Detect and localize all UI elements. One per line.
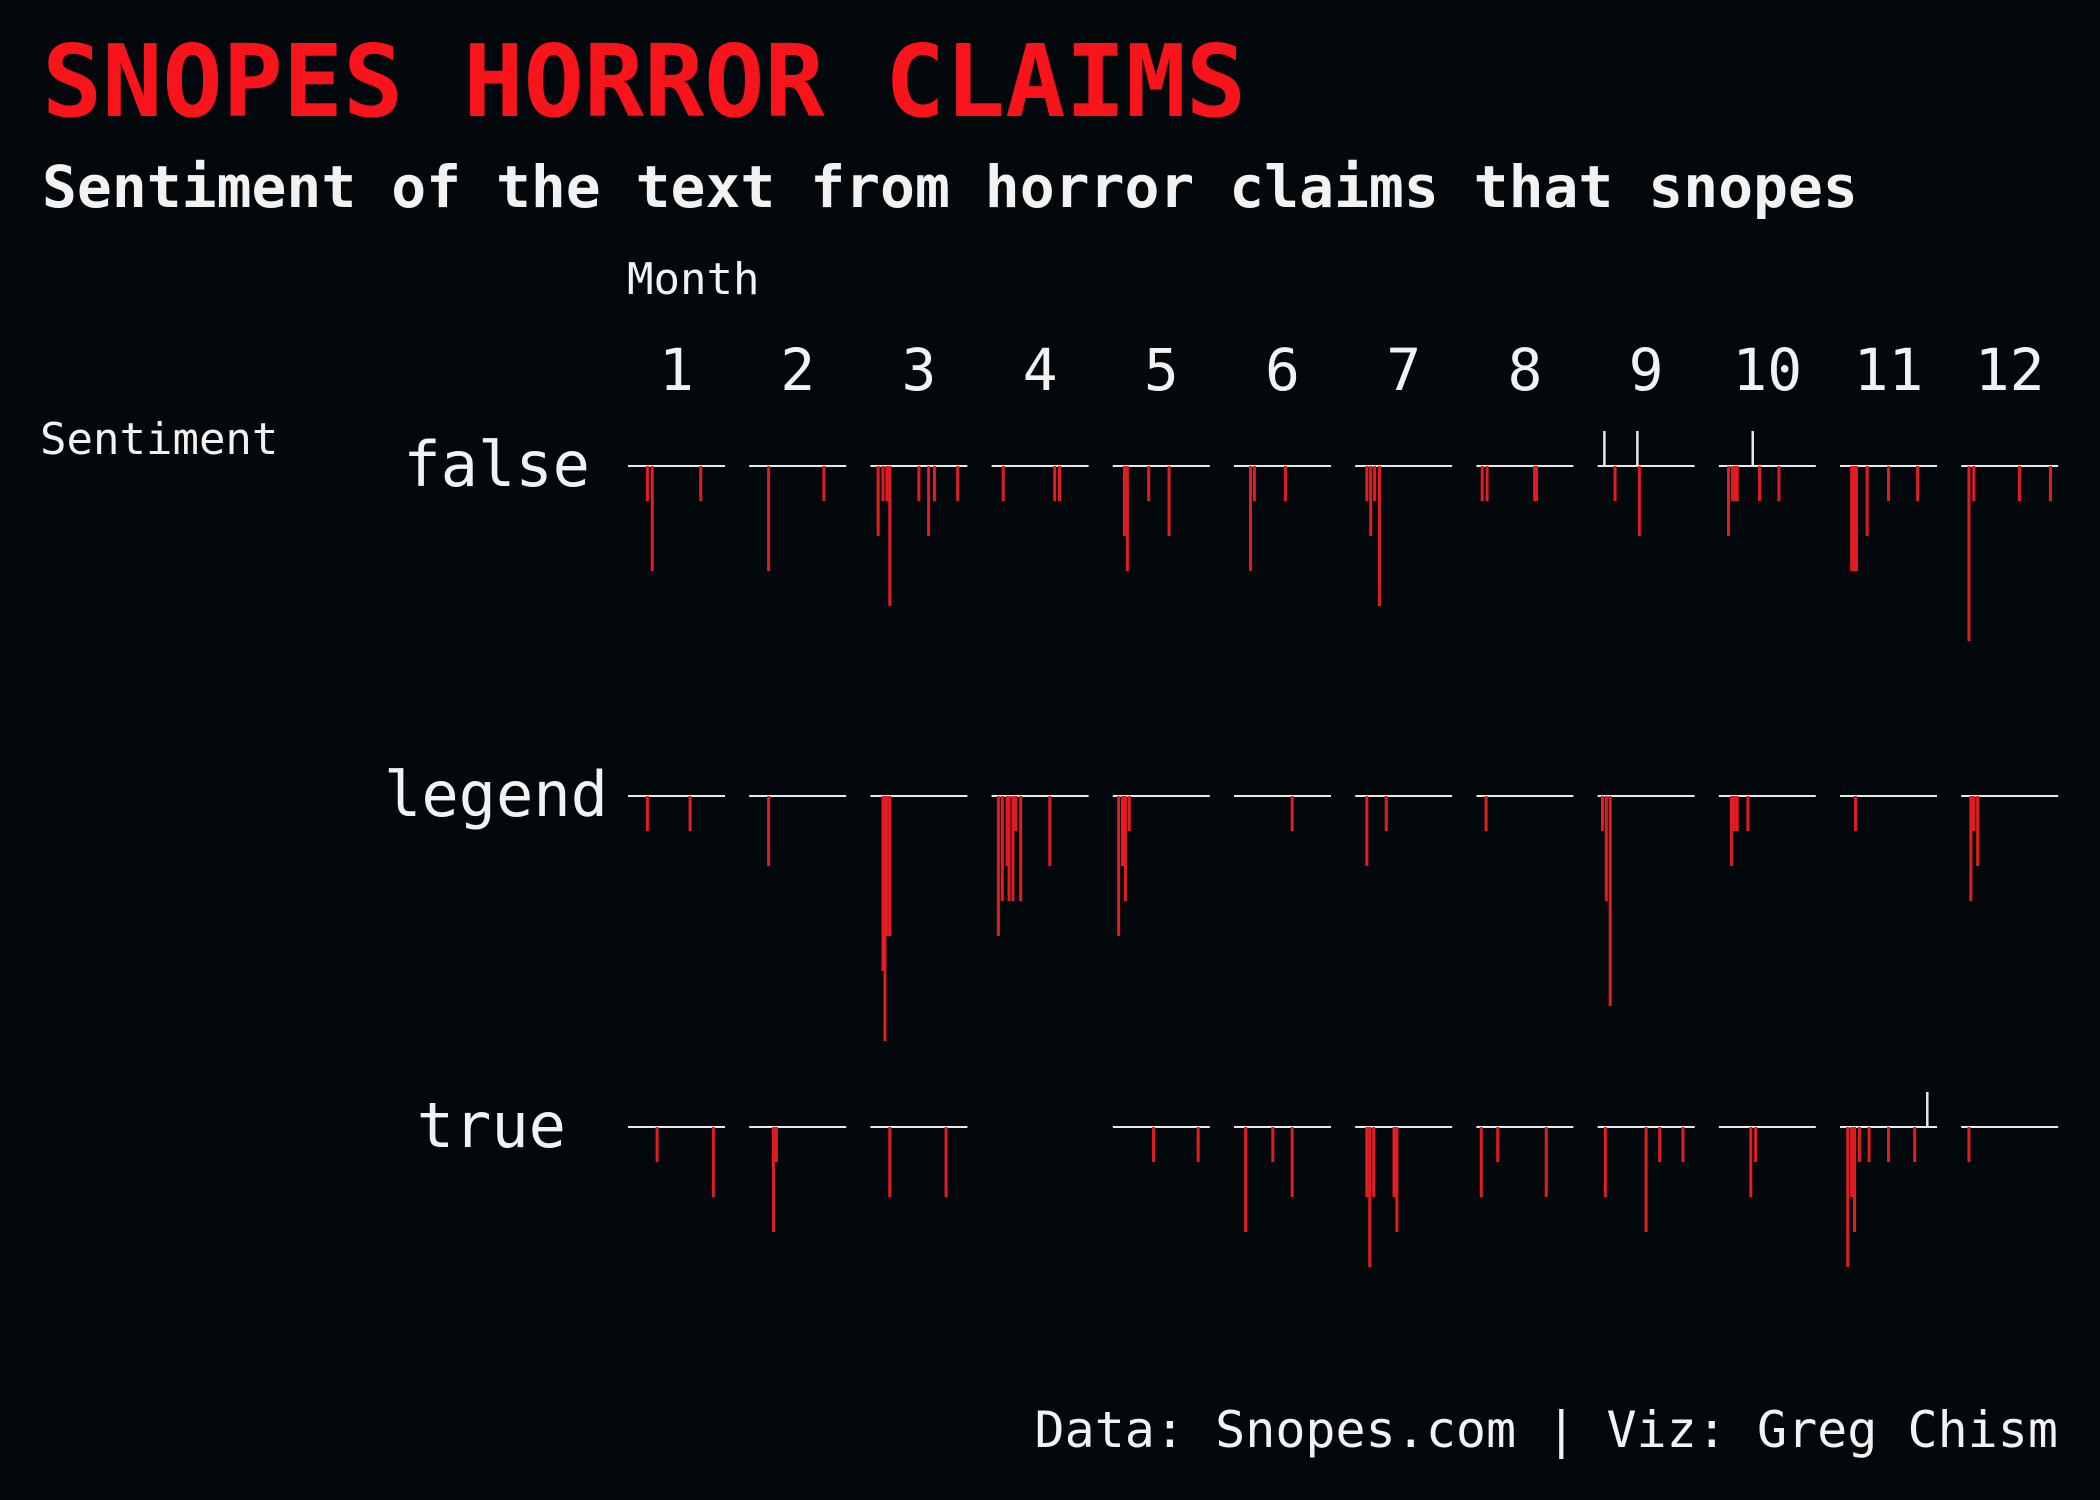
month-label: 4 [1023, 336, 1058, 404]
row-label-true: true [417, 1089, 566, 1162]
row-label-false: false [403, 428, 590, 501]
chart-caption: Data: Snopes.com | Viz: Greg Chism [1035, 1401, 2059, 1459]
row-facet-title: Sentiment [40, 414, 278, 465]
month-label: 6 [1265, 336, 1300, 404]
month-label: 9 [1629, 336, 1664, 404]
month-label: 12 [1975, 336, 2045, 404]
month-label: 3 [901, 336, 936, 404]
chart-title: SNOPES HORROR CLAIMS [42, 23, 1246, 140]
month-label: 8 [1507, 336, 1542, 404]
month-label: 1 [659, 336, 694, 404]
month-label: 11 [1854, 336, 1924, 404]
row-label-legend: legend [384, 758, 608, 831]
month-label: 10 [1732, 336, 1802, 404]
month-label: 7 [1386, 336, 1421, 404]
column-facet-title: Month [627, 254, 759, 305]
chart-subtitle: Sentiment of the text from horror claims… [42, 153, 1858, 221]
month-label: 2 [780, 336, 815, 404]
month-label: 5 [1144, 336, 1179, 404]
